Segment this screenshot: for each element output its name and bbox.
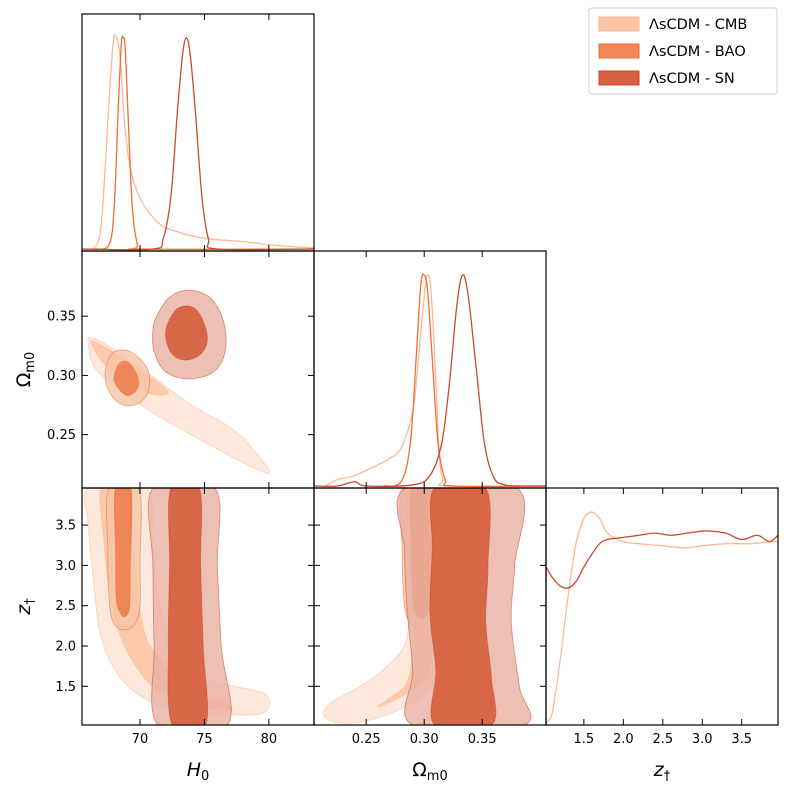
legend-swatch-sn xyxy=(598,70,640,86)
contour-bao-H0_Om-inner xyxy=(113,360,140,397)
xtick-label-zt-1: 2.0 xyxy=(613,732,634,747)
legend-label-cmb: ΛsCDM - CMB xyxy=(649,17,747,33)
panel-frames xyxy=(81,13,779,726)
axis-title-Om: Ωm0 xyxy=(13,352,38,387)
axis-title-main-Om: Ω xyxy=(13,373,35,388)
xtick-label-zt-0: 1.5 xyxy=(574,732,595,747)
legend-label-bao: ΛsCDM - BAO xyxy=(649,44,746,60)
ytick-label-zt-0: 1.5 xyxy=(55,680,76,695)
marginal-panel-H0 xyxy=(82,34,314,251)
ytick-label-zt-1: 2.0 xyxy=(55,640,76,655)
xtick-label-Om-2: 0.35 xyxy=(468,732,497,747)
ytick-label-Om-1: 0.30 xyxy=(47,369,76,384)
legend-entry-sn: ΛsCDM - SN xyxy=(598,70,735,87)
contour-panel-Om_zt xyxy=(322,488,532,725)
marginal-cmb-H0 xyxy=(82,34,314,251)
marginal-sn-H0 xyxy=(82,37,314,251)
legend: ΛsCDM - CMB ΛsCDM - BAO ΛsCDM - SN xyxy=(588,7,778,95)
panel-frame-1-1 xyxy=(313,250,547,489)
legend-entry-bao: ΛsCDM - BAO xyxy=(598,43,746,60)
axis-title-main-zt: z xyxy=(13,604,35,616)
contour-panel-H0_zt xyxy=(83,488,271,725)
ytick-label-Om-0: 0.25 xyxy=(47,428,76,443)
ytick-label-zt-3: 3.0 xyxy=(55,559,76,574)
legend-entry-cmb: ΛsCDM - CMB xyxy=(598,16,747,33)
xtick-label-Om-1: 0.30 xyxy=(410,732,439,747)
ytick-label-zt-4: 3.5 xyxy=(55,519,76,534)
axis-title-H0: H0 xyxy=(187,759,210,784)
axis-title-main-zt: z xyxy=(653,759,665,781)
legend-swatch-bao xyxy=(598,43,640,59)
xtick-label-zt-3: 3.0 xyxy=(692,732,713,747)
axis-title-sub-Om: m0 xyxy=(427,769,448,784)
ytick-label-zt-2: 2.5 xyxy=(55,599,76,614)
axis-title-main-Om: Ω xyxy=(412,759,427,781)
marginal-bao-Om xyxy=(383,273,546,488)
xtick-label-H0-0: 70 xyxy=(132,732,149,747)
marginal-sn-Om xyxy=(314,274,546,488)
contour-bao-H0_zt-inner xyxy=(113,488,133,618)
axis-title-main-H0: H xyxy=(187,759,201,781)
contour-panel-H0_Om xyxy=(87,289,271,474)
contour-sn-H0_Om-inner xyxy=(165,305,208,361)
axis-title-sub-Om: m0 xyxy=(23,352,38,373)
legend-swatch-cmb xyxy=(598,16,640,32)
contour-sn-Om_zt-inner xyxy=(429,488,497,725)
ytick-label-Om-2: 0.35 xyxy=(47,310,76,325)
marginal-panel-Om xyxy=(314,273,546,488)
contours-layer xyxy=(83,289,532,725)
axis-title-sub-zt: † xyxy=(664,769,671,784)
xtick-label-H0-2: 80 xyxy=(261,732,278,747)
axis-title-zt: z† xyxy=(653,759,671,784)
xtick-label-zt-4: 3.5 xyxy=(731,732,752,747)
marginal-cmb-zt xyxy=(546,511,778,724)
marginals-layer xyxy=(82,34,778,724)
xtick-label-H0-1: 75 xyxy=(196,732,213,747)
axis-title-sub-zt: † xyxy=(23,598,38,605)
marginal-sn-zt xyxy=(546,530,778,589)
xtick-label-Om-0: 0.25 xyxy=(352,732,381,747)
panel-frame-2-2 xyxy=(545,487,779,726)
axis-title-sub-H0: 0 xyxy=(201,769,209,784)
marginal-cmb-Om xyxy=(325,274,546,488)
legend-label-sn: ΛsCDM - SN xyxy=(649,71,735,87)
contour-sn-H0_zt-inner xyxy=(167,488,209,725)
axis-title-zt: z† xyxy=(13,598,38,616)
axis-title-Om: Ωm0 xyxy=(412,759,447,784)
marginal-panel-zt xyxy=(546,511,778,724)
axis-ticks: 70 75 80 0.25 0.30 0.35 1.5 2.0 2.5 3.0 3.5 0.25 0.3… xyxy=(47,14,752,747)
xtick-label-zt-2: 2.5 xyxy=(652,732,673,747)
